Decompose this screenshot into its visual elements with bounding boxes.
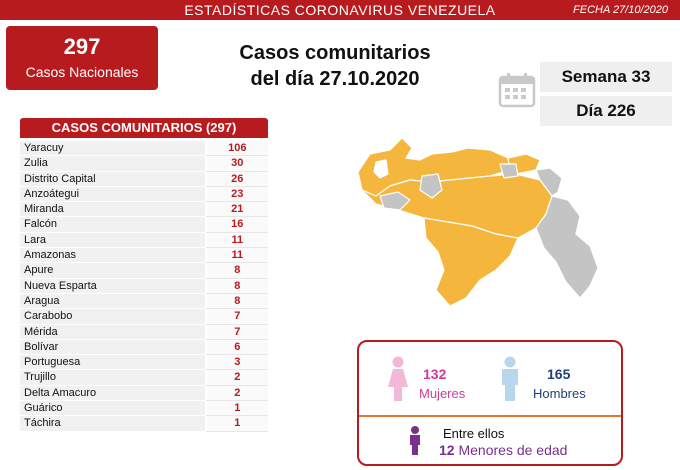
cases-table: Yaracuy 106 Zulia 30 Distrito Capital 26 Anzoá… bbox=[20, 141, 268, 432]
men-label: Hombres bbox=[533, 386, 586, 401]
minors-intro: Entre ellos bbox=[443, 426, 505, 441]
national-cases-box: 297 Casos Nacionales bbox=[6, 26, 158, 90]
map-region-gray-north bbox=[499, 163, 519, 179]
woman-icon bbox=[388, 356, 408, 401]
map-region-gray-west bbox=[379, 191, 411, 211]
case-count: 7 bbox=[204, 324, 268, 340]
table-row: Mérida 7 bbox=[20, 324, 268, 340]
case-count: 11 bbox=[204, 232, 268, 249]
case-count: 8 bbox=[204, 278, 268, 294]
case-count: 106 bbox=[204, 141, 268, 157]
table-row: Carabobo 7 bbox=[20, 309, 268, 325]
case-count: 21 bbox=[204, 202, 268, 218]
case-count: 3 bbox=[204, 355, 268, 371]
case-count: 7 bbox=[204, 309, 268, 325]
table-row: Miranda 21 bbox=[20, 202, 268, 218]
map-region-delta bbox=[535, 167, 563, 197]
women-label: Mujeres bbox=[419, 386, 466, 401]
state-name: Mérida bbox=[20, 324, 205, 340]
table-row: Aragua 8 bbox=[20, 293, 268, 310]
map-region-gray-center bbox=[419, 173, 443, 199]
case-count: 30 bbox=[204, 156, 268, 172]
cases-table-header: CASOS COMUNITARIOS (297) bbox=[20, 118, 268, 138]
panel-divider bbox=[359, 415, 621, 417]
state-name: Nueva Esparta bbox=[20, 278, 205, 294]
state-name: Lara bbox=[20, 232, 205, 249]
gender-panel: 132 Mujeres 165 Hombres Entre ellos 12 M… bbox=[357, 340, 623, 466]
table-row: Lara 11 bbox=[20, 232, 268, 249]
venezuela-map bbox=[357, 137, 599, 307]
table-row: Nueva Esparta 8 bbox=[20, 278, 268, 294]
state-name: Bolívar bbox=[20, 339, 205, 356]
table-row: Zulia 30 bbox=[20, 156, 268, 172]
day-box: Día 226 bbox=[540, 96, 672, 126]
state-name: Trujillo bbox=[20, 370, 205, 386]
state-name: Táchira bbox=[20, 416, 205, 432]
case-count: 6 bbox=[204, 339, 268, 356]
minors-line: 12 Menores de edad bbox=[439, 442, 567, 458]
state-name: Zulia bbox=[20, 156, 205, 172]
case-count: 2 bbox=[204, 370, 268, 386]
case-count: 2 bbox=[204, 385, 268, 402]
state-name: Distrito Capital bbox=[20, 171, 205, 187]
state-name: Yaracuy bbox=[20, 141, 205, 157]
case-count: 11 bbox=[204, 248, 268, 264]
map-region-lake bbox=[373, 159, 389, 179]
week-box: Semana 33 bbox=[540, 62, 672, 92]
table-row: Distrito Capital 26 bbox=[20, 171, 268, 187]
state-name: Amazonas bbox=[20, 248, 205, 264]
table-row: Táchira 1 bbox=[20, 416, 268, 432]
case-count: 1 bbox=[204, 416, 268, 432]
case-count: 16 bbox=[204, 217, 268, 233]
state-name: Delta Amacuro bbox=[20, 385, 205, 402]
table-row: Amazonas 11 bbox=[20, 248, 268, 264]
table-row: Falcón 16 bbox=[20, 217, 268, 233]
man-icon bbox=[502, 356, 518, 401]
case-count: 26 bbox=[204, 171, 268, 187]
title-line-1: Casos comunitarios bbox=[239, 42, 431, 64]
state-name: Anzoátegui bbox=[20, 186, 205, 203]
state-name: Portuguesa bbox=[20, 355, 205, 371]
map-region-amazonas bbox=[423, 217, 519, 307]
header-title: ESTADÍSTICAS CORONAVIRUS VENEZUELA bbox=[184, 2, 496, 18]
page-title: Casos comunitarios del día 27.10.2020 bbox=[220, 40, 450, 92]
state-name: Guárico bbox=[20, 401, 205, 417]
table-row: Guárico 1 bbox=[20, 401, 268, 417]
national-cases-label: Casos Nacionales bbox=[25, 64, 139, 80]
men-count: 165 bbox=[547, 366, 571, 382]
map-region-bolivar-gray bbox=[535, 195, 599, 299]
header-date: FECHA 27/10/2020 bbox=[573, 4, 668, 16]
state-name: Apure bbox=[20, 263, 205, 279]
case-count: 1 bbox=[204, 401, 268, 417]
state-name: Aragua bbox=[20, 293, 205, 310]
minors-label: Menores de edad bbox=[458, 442, 568, 458]
table-row: Yaracuy 106 bbox=[20, 141, 268, 157]
state-name: Carabobo bbox=[20, 309, 205, 325]
state-name: Falcón bbox=[20, 217, 205, 233]
table-row: Portuguesa 3 bbox=[20, 355, 268, 371]
table-row: Anzoátegui 23 bbox=[20, 186, 268, 203]
header-bar: ESTADÍSTICAS CORONAVIRUS VENEZUELA FECHA… bbox=[0, 0, 680, 20]
case-count: 23 bbox=[204, 186, 268, 203]
title-line-2: del día 27.10.2020 bbox=[250, 68, 420, 90]
women-count: 132 bbox=[423, 366, 447, 382]
table-row: Apure 8 bbox=[20, 263, 268, 279]
calendar-icon bbox=[498, 73, 536, 108]
child-icon bbox=[410, 426, 420, 455]
table-row: Delta Amacuro 2 bbox=[20, 385, 268, 402]
state-name: Miranda bbox=[20, 202, 205, 218]
table-row: Bolívar 6 bbox=[20, 339, 268, 356]
case-count: 8 bbox=[204, 263, 268, 279]
case-count: 8 bbox=[204, 293, 268, 310]
minors-count: 12 bbox=[439, 442, 455, 458]
table-row: Trujillo 2 bbox=[20, 370, 268, 386]
national-cases-count: 297 bbox=[63, 34, 101, 59]
